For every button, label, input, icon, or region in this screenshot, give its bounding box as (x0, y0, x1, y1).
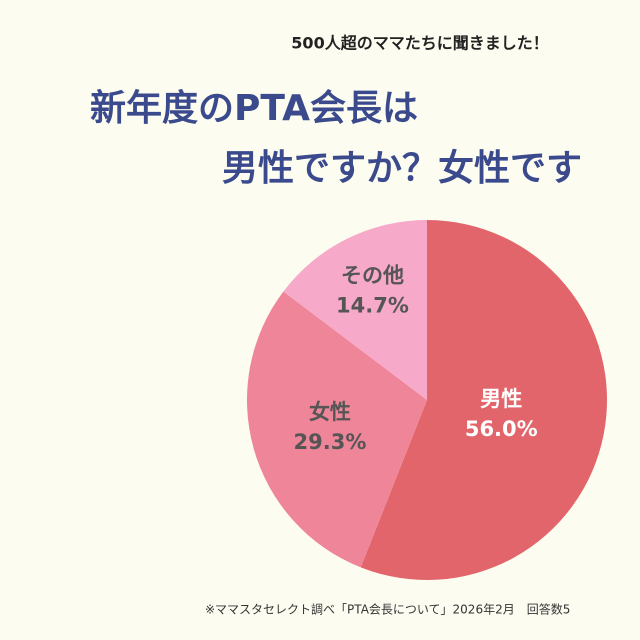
pie-slice (247, 291, 427, 568)
chart-title: 男性ですか？女性です (222, 148, 582, 189)
pie-slice (360, 220, 607, 580)
chart-title: 新年度のPTA会長は (90, 88, 418, 129)
slice-label: 女性 (309, 400, 351, 424)
value-label: 29.3% (294, 430, 367, 454)
subtitle: 500人超のママたちに聞きました！ (291, 34, 548, 53)
slice-label: その他 (341, 263, 404, 287)
value-label: 14.7% (336, 293, 409, 317)
slice-label: 男性 (480, 387, 522, 411)
pie: 男性 56.0% 女性 29.3% その他 14.7% (247, 220, 607, 580)
pie-slice (283, 220, 427, 400)
value-label: 56.0% (465, 417, 538, 441)
source-note: ※ママスタセレクト調べ「PTA会長について」2026年2月 回答数5 (205, 602, 570, 617)
